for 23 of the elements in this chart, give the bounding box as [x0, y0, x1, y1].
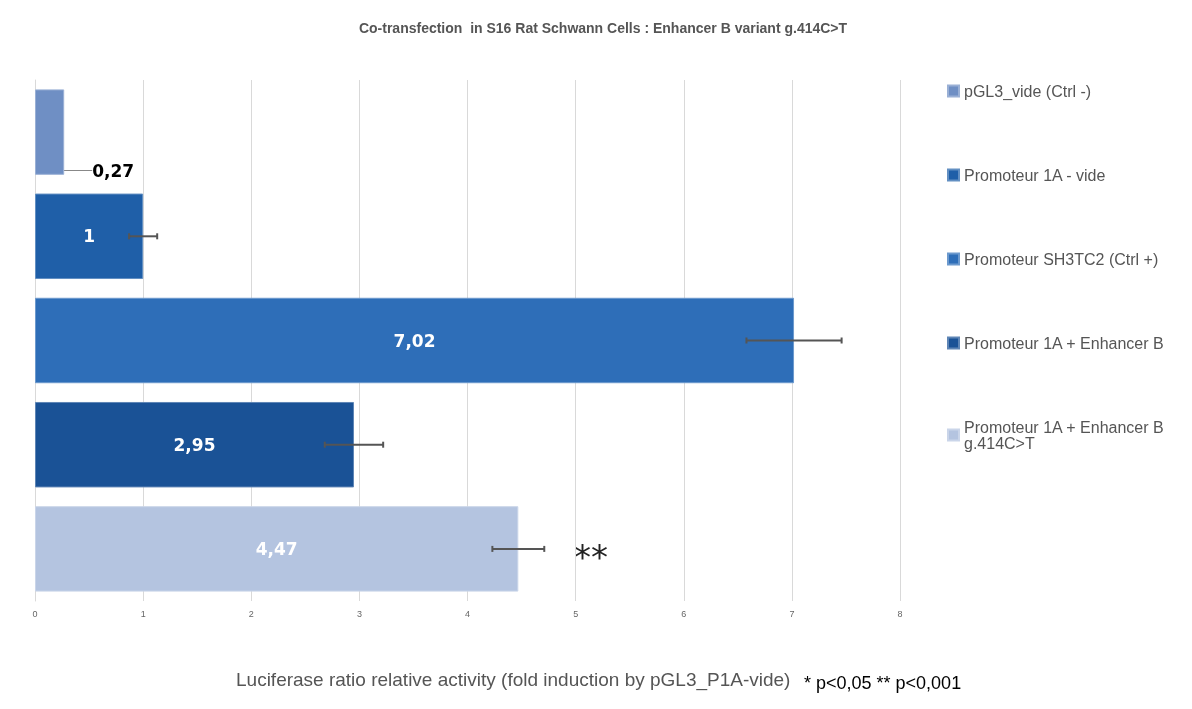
chart-title: Co-transfection in S16 Rat Schwann Cells : Enhancer B variant g.414C>T	[358, 20, 848, 36]
x-tick-label: 1	[140, 608, 146, 619]
x-tick-label: 7	[789, 608, 795, 619]
legend-label: Promoteur 1A + Enhancer B	[964, 334, 1164, 352]
annotation: **	[574, 537, 608, 577]
x-tick-label: 4	[464, 608, 471, 619]
legend-label: Promoteur 1A + Enhancer B g.414C>T	[964, 418, 1169, 452]
x-tick-label: 5	[573, 608, 579, 619]
text: * p<0,05 ** p<0,001	[804, 673, 962, 693]
data-label: 4,47	[255, 538, 298, 559]
x-tick-label: 6	[681, 608, 687, 619]
x-tick-label: 0	[32, 608, 38, 619]
data-label: 2,95	[173, 434, 216, 455]
x-axis-title: Luciferase ratio relative activity (fold induction by pGL3_P1A-vide)	[236, 669, 791, 691]
legend-label: Promoteur 1A - vide	[964, 166, 1106, 184]
legend-label: Promoteur SH3TC2 (Ctrl +)	[964, 250, 1159, 268]
x-tick-label: 3	[356, 608, 362, 619]
data-label: 0,27	[92, 160, 135, 181]
x-tick-label: 8	[897, 608, 903, 619]
data-label: 1	[83, 226, 95, 247]
x-tick-label: 2	[248, 608, 254, 619]
data-label: 7,02	[393, 330, 436, 351]
legend-label: pGL3_vide (Ctrl -)	[964, 82, 1092, 101]
